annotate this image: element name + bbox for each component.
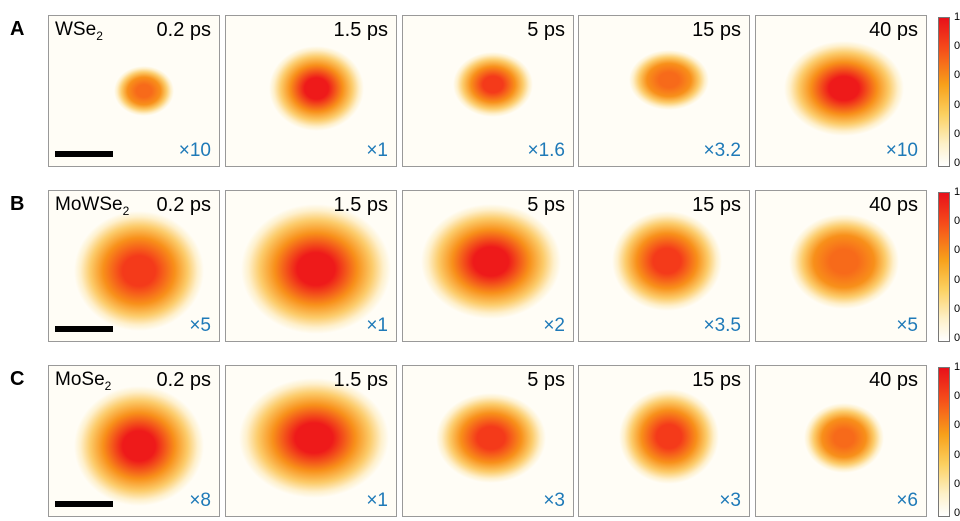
material-name: MoWSe (55, 194, 123, 215)
time-label: 5 ps (527, 19, 565, 42)
scale-factor: ×10 (886, 140, 918, 162)
intensity-blob (453, 52, 533, 117)
scale-bar (55, 501, 113, 507)
material-subscript: 2 (96, 29, 103, 43)
time-label: 15 ps (692, 19, 741, 42)
intensity-blob (629, 50, 709, 110)
colorbar-tick-label: 0 (954, 449, 960, 461)
time-label: 0.2 ps (157, 369, 211, 392)
colorbar-tick-label: 0 (954, 69, 960, 81)
scale-factor: ×10 (179, 140, 211, 162)
intensity-blob (436, 393, 546, 483)
time-label: 1.5 ps (334, 194, 388, 217)
figure: AWSe20.2 ps×101.5 ps×15 ps×1.615 ps×3.24… (0, 0, 960, 521)
image-panel: 5 ps ×1.6 (402, 15, 574, 167)
material-subscript: 2 (105, 379, 112, 393)
colorbar (938, 192, 950, 342)
time-label: 0.2 ps (157, 194, 211, 217)
intensity-blob (421, 204, 561, 319)
scale-factor: ×2 (543, 315, 565, 337)
time-label: 15 ps (692, 369, 741, 392)
material-name: MoSe (55, 369, 105, 390)
colorbar-tick-label: 0 (954, 332, 960, 344)
image-panel: 15 ps ×3.2 (578, 15, 750, 167)
scale-factor: ×5 (896, 315, 918, 337)
colorbar-tick-label: 0 (954, 303, 960, 315)
material-label: MoWSe2 (55, 194, 129, 218)
image-panel: 5 ps ×3 (402, 365, 574, 517)
colorbar-tick-label: 0 (954, 274, 960, 286)
colorbar-tick-label: 1 (954, 186, 960, 198)
scale-bar (55, 326, 113, 332)
time-label: 40 ps (869, 194, 918, 217)
scale-factor: ×1 (366, 490, 388, 512)
colorbar-tick-label: 0 (954, 215, 960, 227)
scale-factor: ×6 (896, 490, 918, 512)
colorbar-tick-label: 1 (954, 361, 960, 373)
time-label: 1.5 ps (334, 19, 388, 42)
image-panel: WSe2 0.2 ps ×10 (48, 15, 220, 167)
scale-factor: ×1 (366, 315, 388, 337)
image-panel: 1.5 ps ×1 (225, 365, 397, 517)
image-panel: 40 ps ×10 (755, 15, 927, 167)
image-panel: 1.5 ps ×1 (225, 190, 397, 342)
row-label: B (10, 193, 24, 216)
colorbar-tick-label: 0 (954, 99, 960, 111)
colorbar-tick-label: 1 (954, 11, 960, 23)
colorbar-tick-label: 0 (954, 128, 960, 140)
image-panel: 1.5 ps ×1 (225, 15, 397, 167)
scale-factor: ×3 (543, 490, 565, 512)
intensity-blob (804, 403, 884, 473)
material-subscript: 2 (123, 204, 130, 218)
time-label: 15 ps (692, 194, 741, 217)
intensity-blob (784, 41, 904, 136)
image-panel: MoSe2 0.2 ps ×8 (48, 365, 220, 517)
time-label: 5 ps (527, 369, 565, 392)
colorbar-tick-label: 0 (954, 419, 960, 431)
colorbar-tick-label: 0 (954, 478, 960, 490)
time-label: 40 ps (869, 19, 918, 42)
material-name: WSe (55, 19, 96, 40)
material-label: MoSe2 (55, 369, 111, 393)
material-label: WSe2 (55, 19, 103, 43)
time-label: 5 ps (527, 194, 565, 217)
colorbar-tick-label: 0 (954, 507, 960, 519)
intensity-blob (619, 389, 719, 484)
intensity-blob (74, 386, 204, 506)
image-panel: 15 ps ×3 (578, 365, 750, 517)
scale-factor: ×3.5 (703, 315, 741, 337)
colorbar-tick-label: 0 (954, 40, 960, 52)
scale-factor: ×1 (366, 140, 388, 162)
row-label: C (10, 368, 24, 391)
image-panel: 40 ps ×5 (755, 190, 927, 342)
intensity-blob (269, 46, 364, 131)
scale-factor: ×3.2 (703, 140, 741, 162)
colorbar (938, 17, 950, 167)
scale-factor: ×3 (719, 490, 741, 512)
intensity-blob (74, 211, 204, 331)
row-label: A (10, 18, 24, 41)
time-label: 40 ps (869, 369, 918, 392)
scale-factor: ×1.6 (527, 140, 565, 162)
time-label: 1.5 ps (334, 369, 388, 392)
image-panel: MoWSe2 0.2 ps ×5 (48, 190, 220, 342)
image-panel: 40 ps ×6 (755, 365, 927, 517)
scale-bar (55, 151, 113, 157)
colorbar-tick-label: 0 (954, 390, 960, 402)
time-label: 0.2 ps (157, 19, 211, 42)
intensity-blob (114, 66, 174, 116)
image-panel: 15 ps ×3.5 (578, 190, 750, 342)
colorbar-tick-label: 0 (954, 157, 960, 169)
colorbar (938, 367, 950, 517)
scale-factor: ×8 (189, 490, 211, 512)
intensity-blob (789, 214, 899, 309)
colorbar-tick-label: 0 (954, 244, 960, 256)
scale-factor: ×5 (189, 315, 211, 337)
intensity-blob (239, 378, 389, 498)
image-panel: 5 ps ×2 (402, 190, 574, 342)
intensity-blob (612, 211, 722, 311)
